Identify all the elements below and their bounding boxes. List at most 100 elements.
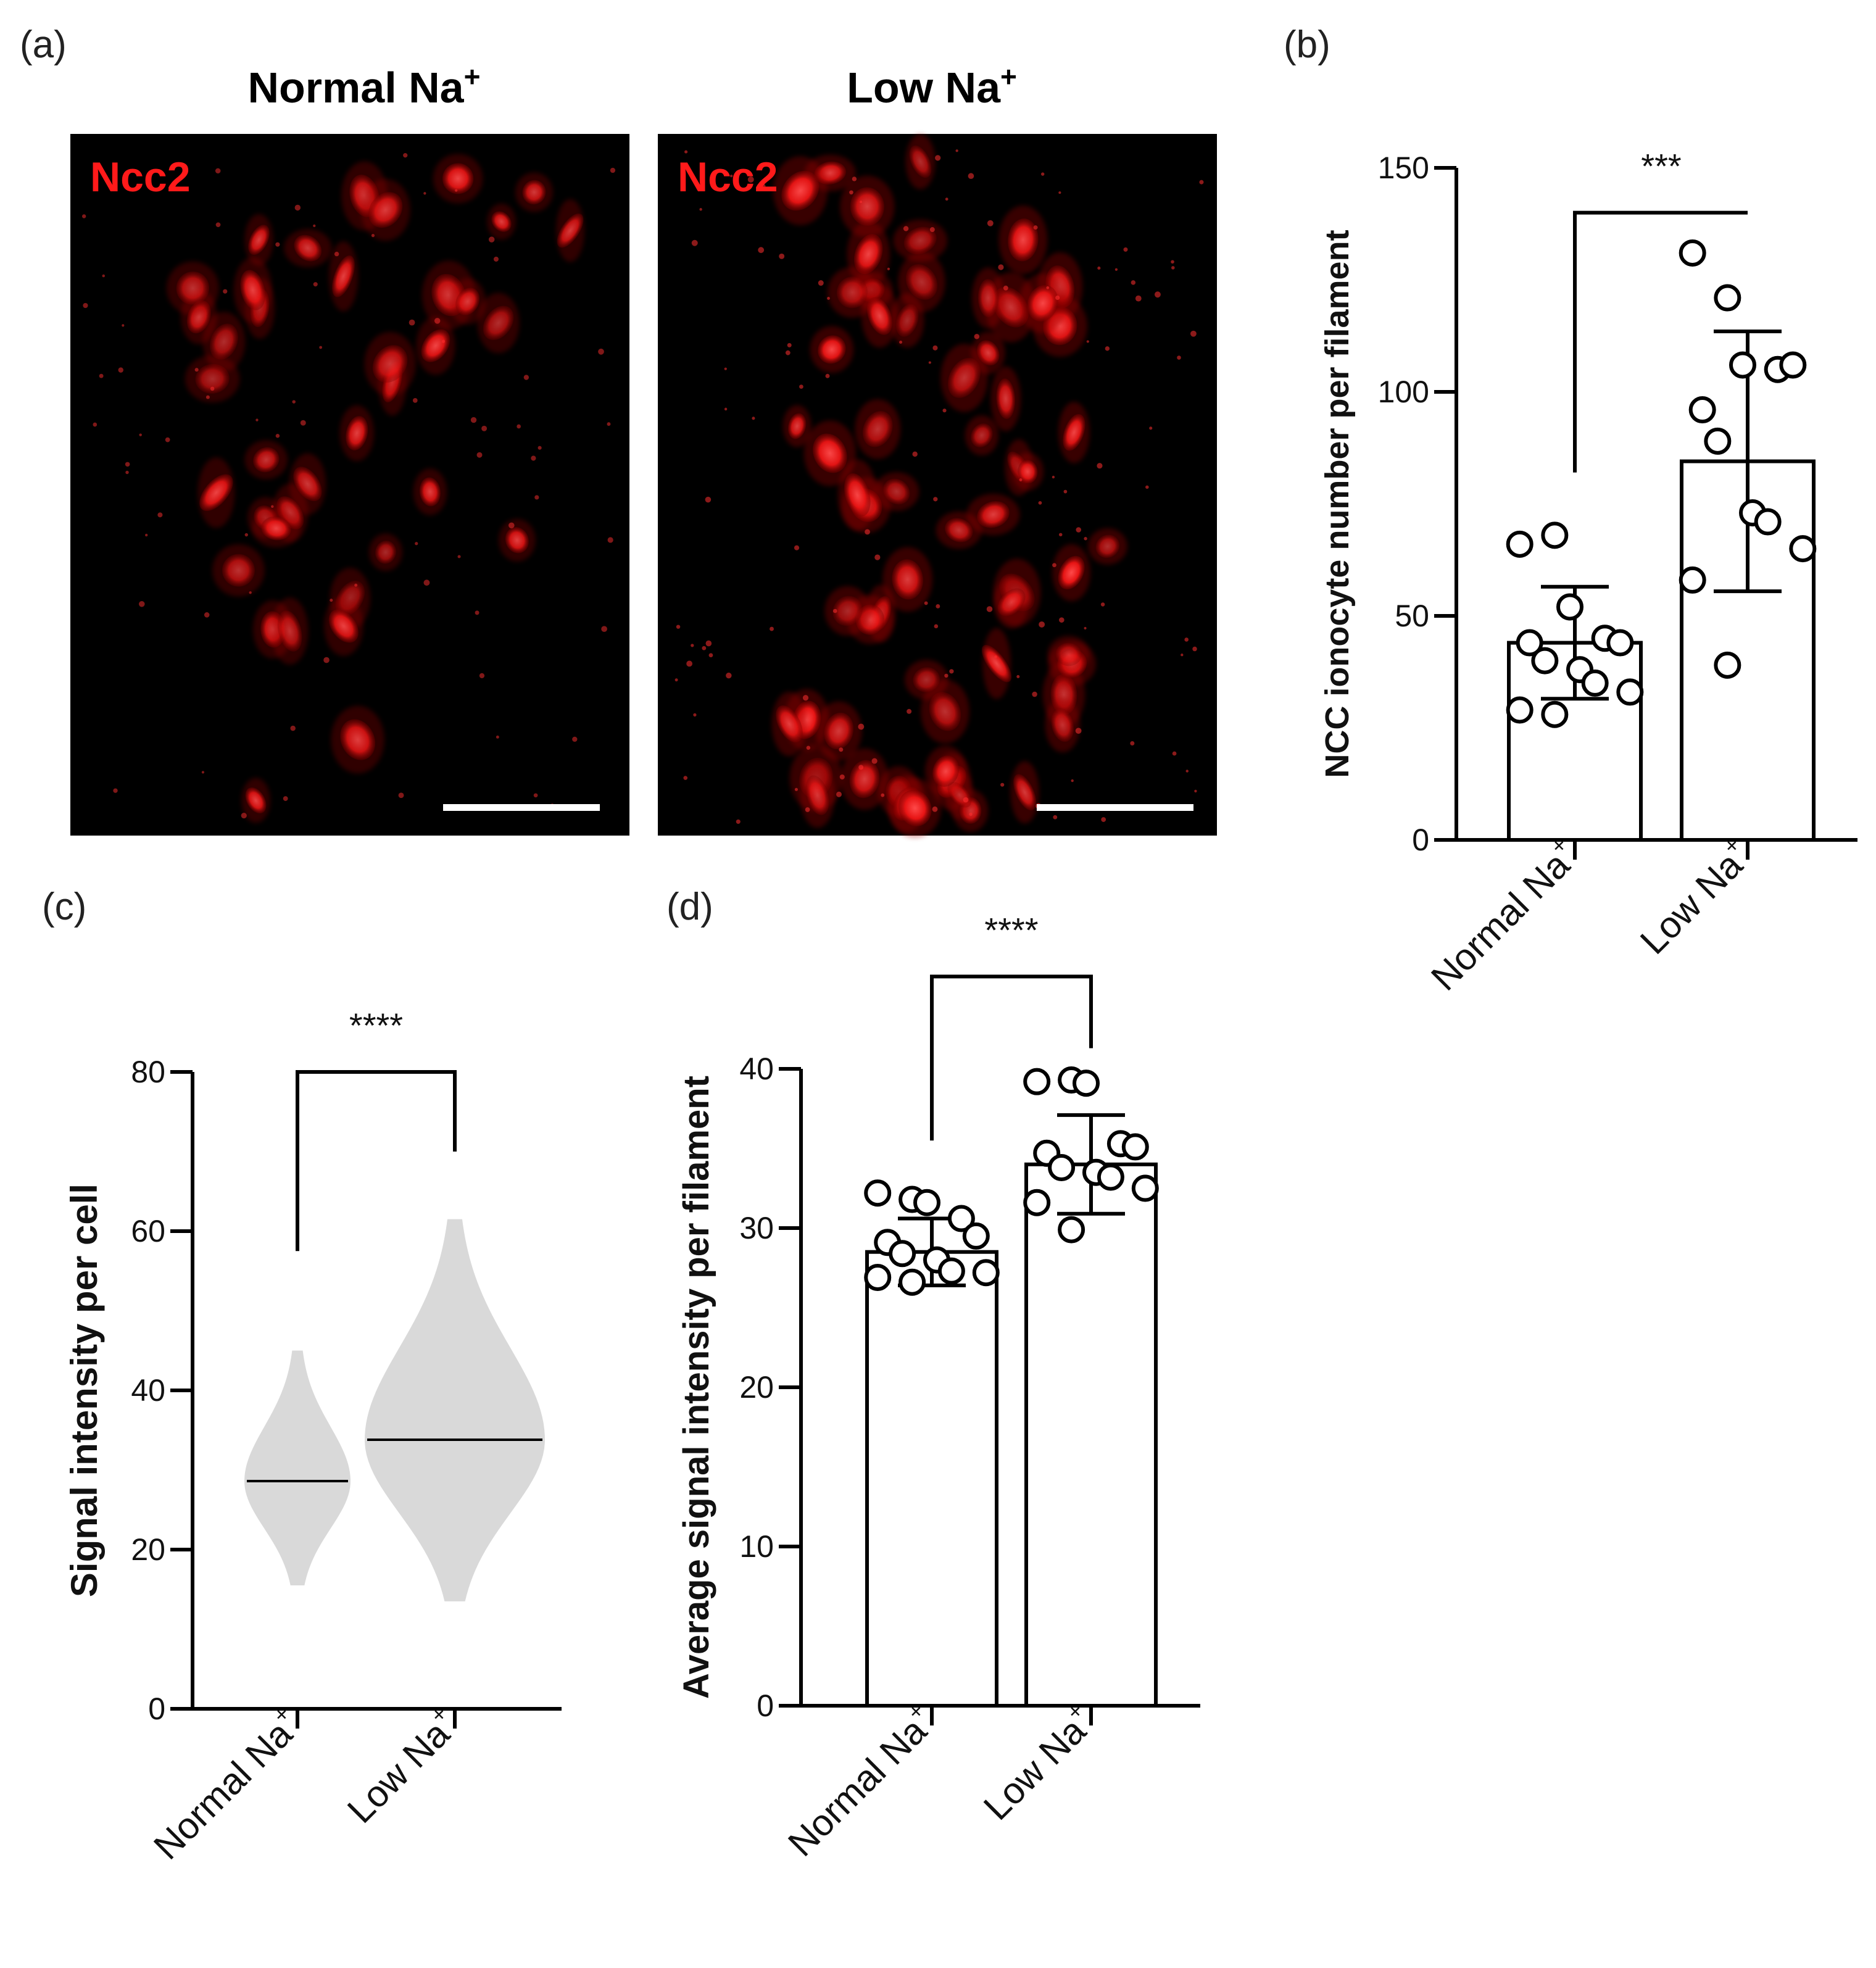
- fluorescence-speck: [1059, 617, 1065, 623]
- data-point: [1531, 647, 1559, 675]
- fluorescence-speck: [1105, 346, 1110, 351]
- cell: [346, 416, 368, 450]
- image-title-low-sup: +: [1000, 60, 1017, 93]
- fluorescence-speck: [907, 708, 912, 714]
- x-tick-label-base: Normal Na: [780, 1709, 935, 1864]
- fluorescence-speck: [210, 386, 215, 391]
- fluorescence-speck: [531, 455, 536, 461]
- fluorescence-speck: [839, 747, 844, 752]
- fluorescence-speck: [724, 407, 728, 411]
- data-point: [1606, 629, 1634, 657]
- fluorescence-speck: [99, 373, 104, 378]
- image-title-low-base: Low Na: [847, 64, 1001, 112]
- fluorescence-speck: [290, 725, 296, 731]
- y-tick-label: 50: [1395, 599, 1429, 633]
- data-point: [962, 1222, 990, 1250]
- x-tick-label: Low Na+: [1629, 832, 1759, 962]
- fluorescence-speck: [415, 542, 418, 546]
- cell: [199, 474, 233, 512]
- micrograph-low-cells: [674, 134, 1204, 838]
- cell: [898, 789, 932, 826]
- fluorescence-speck: [676, 625, 681, 629]
- fluorescence-speck: [708, 653, 713, 658]
- micrograph-normal: Ncc2: [70, 134, 629, 836]
- data-point: [1541, 521, 1569, 549]
- fluorescence-speck: [726, 672, 732, 679]
- fluorescence-speck: [691, 644, 694, 647]
- fluorescence-speck: [313, 282, 318, 287]
- fluorescence-speck: [294, 204, 301, 211]
- cell: [947, 357, 981, 398]
- fluorescence-speck: [398, 792, 404, 799]
- fluorescence-speck: [1149, 426, 1153, 430]
- x-tick-label-base: Low Na: [1632, 844, 1751, 962]
- cell: [844, 473, 871, 517]
- data-point: [1131, 1174, 1159, 1202]
- fluorescence-speck: [81, 214, 86, 218]
- fluorescence-speck: [275, 242, 280, 247]
- fluorescence-speck: [758, 247, 765, 254]
- data-point: [864, 1263, 892, 1291]
- fluorescence-speck: [508, 522, 515, 529]
- fluorescence-speck: [818, 280, 824, 286]
- data-point: [1754, 508, 1782, 536]
- fluorescence-speck: [724, 367, 727, 370]
- significance-bracket: [296, 1070, 457, 1252]
- image-title-normal-sup: +: [464, 60, 481, 93]
- x-tick-label-base: Low Na: [339, 1713, 458, 1831]
- cell: [813, 433, 847, 473]
- significance-stars: ****: [349, 1006, 403, 1045]
- cell: [849, 760, 880, 799]
- fluorescence-speck: [998, 264, 1004, 270]
- fluorescence-speck: [118, 367, 123, 373]
- data-point: [1556, 593, 1583, 621]
- fluorescence-speck: [1130, 741, 1135, 746]
- fluorescence-speck: [1100, 602, 1105, 607]
- cell: [455, 288, 480, 315]
- data-point: [937, 1257, 965, 1285]
- panel-label-d: (d): [666, 886, 713, 928]
- fluorescence-speck: [747, 176, 754, 183]
- fluorescence-speck: [300, 420, 306, 426]
- fluorescence-speck: [924, 601, 928, 605]
- fluorescence-speck: [849, 190, 853, 195]
- y-tick-label: 100: [1378, 375, 1429, 409]
- fluorescence-speck: [1032, 691, 1037, 697]
- fluorescence-speck: [858, 765, 864, 770]
- data-point: [1714, 651, 1741, 679]
- fluorescence-speck: [955, 149, 958, 152]
- cell: [421, 329, 450, 362]
- data-point: [1541, 700, 1569, 728]
- fluorescence-speck: [865, 529, 870, 535]
- cell: [419, 477, 441, 507]
- fluorescence-speck: [1071, 779, 1074, 783]
- cell: [996, 378, 1016, 419]
- cell: [442, 163, 474, 194]
- panel-label-b: (b): [1284, 23, 1330, 66]
- fluorescence-speck: [125, 470, 129, 475]
- cell: [505, 527, 529, 554]
- fluorescence-speck: [852, 176, 857, 181]
- data-point: [947, 1205, 975, 1232]
- significance-stars: ****: [984, 910, 1038, 949]
- fluorescence-speck: [102, 274, 106, 278]
- fluorescence-speck: [403, 152, 408, 158]
- fluorescence-speck: [412, 398, 418, 403]
- fluorescence-speck: [903, 226, 909, 231]
- fluorescence-speck: [93, 422, 98, 427]
- panel-a: Normal Na+ Low Na+ Ncc2 Ncc2: [70, 60, 1217, 838]
- data-point: [889, 1240, 916, 1268]
- cell: [1051, 708, 1074, 742]
- fluorescence-speck: [806, 745, 811, 750]
- data-point: [1714, 284, 1741, 312]
- data-point: [1506, 530, 1534, 558]
- cell: [866, 297, 892, 335]
- fluorescence-speck: [371, 234, 375, 238]
- fluorescence-speck: [935, 155, 941, 161]
- data-point: [1506, 696, 1534, 724]
- fluorescence-speck: [1185, 770, 1189, 773]
- fluorescence-speck: [974, 333, 980, 339]
- cell: [909, 145, 932, 178]
- cell: [1063, 413, 1085, 451]
